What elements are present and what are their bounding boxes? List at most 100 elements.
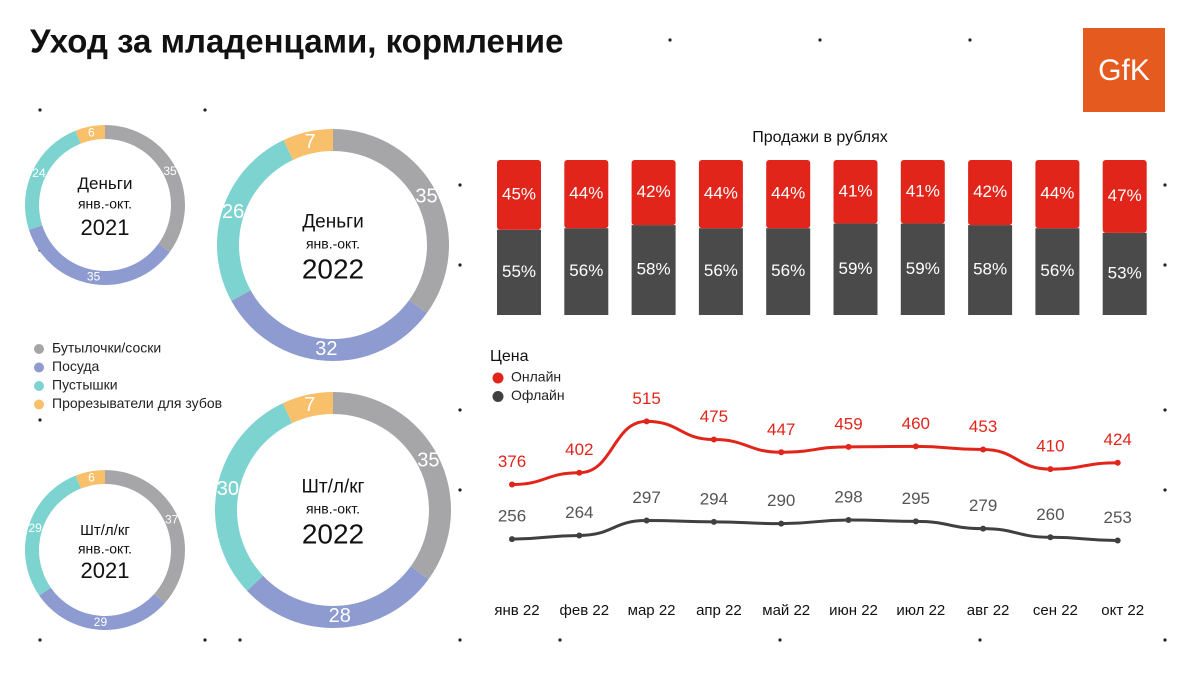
legend-label: Посуда	[52, 358, 100, 374]
point	[980, 446, 987, 453]
donut-segment	[75, 125, 105, 144]
bar-segment	[631, 160, 676, 226]
donut-segment	[231, 290, 427, 361]
bar-segment	[766, 160, 811, 229]
dot	[458, 488, 462, 492]
donut-value: 35	[415, 186, 437, 208]
donut-value: 30	[217, 478, 239, 500]
donut-center-text: 2022	[302, 519, 364, 550]
donut-segment	[333, 129, 449, 314]
donut-segment	[215, 403, 293, 591]
dot	[1163, 263, 1167, 267]
point	[576, 469, 583, 476]
legend-swatch	[34, 362, 44, 373]
dot	[1163, 638, 1167, 642]
point-label: 294	[700, 489, 728, 508]
dot	[1163, 408, 1167, 412]
dot	[38, 418, 42, 422]
donut-value: 35	[417, 450, 439, 472]
donut-segment	[75, 470, 105, 489]
bar-value-label: 56%	[704, 261, 738, 280]
donut-segment	[105, 470, 186, 604]
bar-value-label: 41%	[906, 181, 940, 200]
bar-segment	[497, 229, 541, 315]
donut-segment	[39, 587, 165, 631]
point	[643, 418, 650, 425]
point-label: 253	[1104, 508, 1132, 527]
donut-value: 29	[28, 521, 42, 535]
logo: GfK	[1098, 54, 1150, 87]
bar-value-label: 42%	[973, 182, 1007, 201]
bar-value-label: 44%	[704, 184, 738, 203]
donut-segment	[282, 392, 333, 424]
bar-value-label: 45%	[502, 184, 536, 203]
donut-value: 26	[222, 201, 244, 223]
point-label: 459	[834, 414, 862, 433]
donut-segment	[283, 129, 333, 160]
dot	[38, 108, 42, 112]
point-label: 298	[834, 487, 862, 506]
donut-segment	[105, 125, 186, 253]
bar-value-label: 56%	[771, 261, 805, 280]
dot	[203, 638, 207, 642]
donut-value: 6	[88, 125, 95, 139]
point	[710, 518, 717, 525]
dot	[1163, 488, 1167, 492]
legend-swatch	[34, 399, 44, 410]
donut-center-text: янв.-окт.	[78, 196, 132, 212]
donut-segment	[25, 475, 81, 596]
line-title: Цена	[490, 348, 529, 365]
point	[576, 532, 583, 539]
x-tick-label: мар 22	[628, 602, 676, 619]
donut-center-text: 2021	[81, 215, 130, 240]
bar-value-label: 44%	[1040, 184, 1074, 203]
point-label: 447	[767, 420, 795, 439]
dot	[1163, 183, 1167, 187]
point-label: 260	[1036, 505, 1064, 524]
bar-segment	[766, 228, 811, 315]
bar-value-label: 55%	[502, 262, 536, 281]
bar-segment	[1102, 232, 1147, 315]
bar-segment	[631, 225, 676, 315]
dot	[458, 183, 462, 187]
bar-segment	[698, 160, 743, 229]
x-tick-label: окт 22	[1101, 602, 1144, 619]
donut-segment	[246, 566, 429, 628]
bar-value-label: 47%	[1108, 186, 1142, 205]
point-label: 279	[969, 496, 997, 515]
donut-center-text: янв.-окт.	[306, 501, 360, 517]
point	[845, 443, 852, 450]
point	[980, 525, 987, 532]
bar-value-label: 56%	[569, 261, 603, 280]
dot	[38, 638, 42, 642]
dot	[778, 638, 782, 642]
x-tick-label: апр 22	[696, 602, 742, 619]
bar-segment	[564, 160, 609, 229]
bar-segment	[1102, 160, 1147, 233]
bar-segment	[1035, 160, 1080, 229]
dot	[668, 38, 672, 42]
donut-value: 28	[329, 605, 351, 627]
legend-swatch	[492, 372, 504, 384]
point	[1114, 459, 1121, 466]
bar-segment	[1035, 228, 1080, 315]
x-tick-label: авг 22	[967, 602, 1010, 619]
bar-segment	[497, 160, 541, 230]
bar-value-label: 59%	[838, 259, 872, 278]
donut-value: 32	[315, 338, 337, 360]
point	[912, 443, 919, 450]
point-label: 376	[498, 452, 526, 471]
logo-box	[1083, 28, 1165, 112]
point-label: 290	[767, 491, 795, 510]
bar-value-label: 41%	[838, 181, 872, 200]
legend-swatch	[492, 391, 504, 402]
x-tick-label: янв 22	[494, 602, 539, 619]
line	[511, 419, 1118, 487]
bar-value-label: 58%	[973, 260, 1007, 279]
donut-center-text: Деньги	[302, 212, 363, 233]
donut-center-text: 2021	[81, 558, 130, 583]
legend-swatch	[34, 381, 44, 391]
point-label: 402	[565, 440, 593, 459]
legend-label: Бутылочки/соски	[52, 340, 161, 356]
donut-segment	[333, 392, 451, 580]
